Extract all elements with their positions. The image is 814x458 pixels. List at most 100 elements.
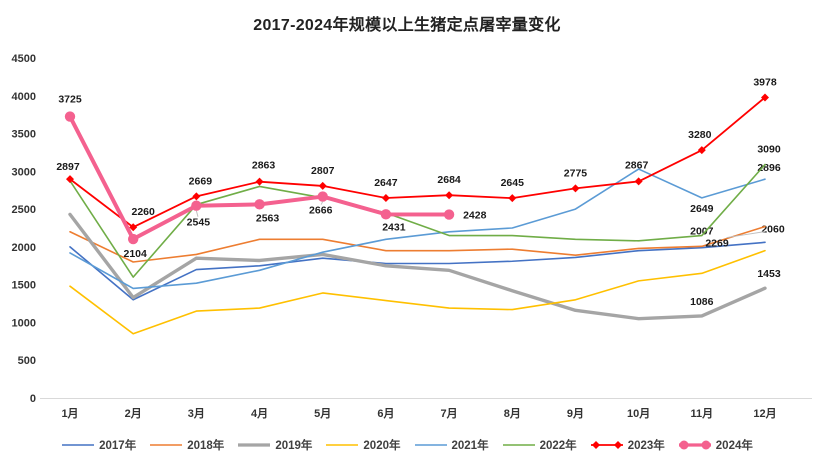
data-label: 3725: [58, 94, 82, 106]
data-label: 2896: [757, 162, 781, 174]
legend-item-2024年: 2024年: [678, 437, 753, 453]
data-label: 2666: [309, 205, 333, 217]
legend-label: 2024年: [715, 440, 753, 452]
data-label: 3978: [753, 76, 777, 88]
y-tick-label: 1500: [12, 280, 36, 292]
data-point-marker-circle: [191, 200, 202, 211]
x-tick-label: 3月: [188, 407, 205, 420]
legend-label: 2022年: [539, 440, 577, 452]
legend-item-2018年: 2018年: [149, 437, 224, 453]
data-point-marker-diamond: [66, 175, 74, 184]
data-label: 2684: [437, 174, 461, 186]
y-tick-label: 4500: [12, 53, 36, 65]
y-tick-label: 0: [30, 393, 36, 405]
legend-swatch-2024年: [678, 440, 711, 450]
series-line-2018年: [69, 225, 766, 263]
legend-swatch-2018年: [150, 444, 183, 446]
legend-swatch-2023年: [590, 441, 623, 449]
data-point-marker-diamond: [381, 194, 390, 203]
chart-title: 2017-2024年规模以上生猪定点屠宰量变化: [253, 17, 561, 34]
y-tick-label: 2500: [12, 204, 36, 216]
legend-item-2020年: 2020年: [325, 437, 401, 453]
data-point-marker-circle: [443, 209, 455, 220]
data-label: 2645: [501, 177, 525, 189]
series-line-2021年: [69, 168, 766, 290]
y-tick-label: 500: [18, 355, 36, 367]
legend-label: 2018年: [187, 440, 225, 452]
series-line-2022年: [69, 163, 766, 278]
legend-item-2019年: 2019年: [237, 437, 312, 453]
x-tick-label: 10月: [627, 407, 650, 420]
x-tick-label: 4月: [251, 407, 268, 420]
data-point-marker-circle: [254, 199, 265, 210]
legend-item-2017年: 2017年: [61, 437, 136, 453]
series-line-2017年: [69, 241, 766, 301]
data-label: 2897: [56, 161, 80, 173]
legend-label: 2020年: [363, 440, 401, 452]
x-tick-label: 8月: [504, 407, 521, 420]
data-label: 2428: [463, 210, 487, 222]
data-label: 2431: [382, 221, 406, 233]
data-point-marker-diamond: [318, 181, 327, 190]
data-point-marker-diamond: [508, 194, 517, 203]
data-label: 3090: [757, 144, 781, 156]
data-label: 2775: [564, 167, 588, 179]
data-label: 1453: [757, 268, 781, 280]
data-point-marker-circle: [127, 233, 139, 245]
series-line-2019年: [68, 212, 767, 321]
data-label: 2669: [189, 175, 213, 187]
data-point-marker-diamond: [697, 146, 706, 155]
y-tick-label: 1000: [12, 317, 36, 329]
data-label: 2863: [252, 160, 276, 172]
label-leader-line: [320, 201, 324, 205]
data-label: 2260: [132, 206, 156, 218]
legend-swatch-2020年: [326, 444, 359, 446]
legend-label: 2021年: [451, 440, 489, 452]
data-label: 2060: [761, 223, 785, 235]
y-tick-label: 3500: [12, 129, 36, 141]
data-point-marker-diamond: [761, 93, 769, 102]
legend-swatch-2017年: [62, 444, 95, 446]
x-tick-label: 11月: [690, 407, 713, 420]
legend-swatch-2021年: [414, 444, 447, 446]
data-label: 2647: [374, 177, 398, 189]
legend-item-2023年: 2023年: [590, 437, 665, 453]
x-tick-label: 12月: [753, 407, 776, 420]
legend-label: 2019年: [275, 440, 313, 452]
label-leader-line: [726, 231, 766, 239]
x-tick-label: 1月: [61, 407, 78, 420]
data-label: 1086: [690, 296, 714, 308]
data-point-marker-diamond: [445, 191, 454, 200]
data-label: 2269: [705, 238, 729, 250]
series-line-2020年: [69, 249, 766, 335]
data-label: 2104: [124, 248, 148, 260]
data-point-marker-diamond: [571, 184, 580, 193]
data-label: 2807: [311, 165, 335, 177]
x-tick-label: 2月: [125, 407, 142, 420]
data-point-marker-circle: [317, 191, 328, 202]
data-label: 2867: [625, 159, 649, 171]
legend-swatch-2022年: [502, 444, 535, 446]
data-point-marker-diamond: [634, 177, 643, 186]
data-point-marker-diamond: [129, 223, 138, 232]
y-tick-label: 3000: [12, 166, 36, 178]
series-line-2023年: [69, 96, 766, 229]
legend-swatch-2019年: [238, 443, 271, 447]
legend-label: 2023年: [627, 440, 665, 452]
data-point-marker-diamond: [192, 192, 201, 201]
data-point-marker-diamond: [255, 177, 264, 186]
y-tick-label: 2000: [12, 242, 36, 254]
data-label: 2563: [256, 212, 280, 224]
data-label: 2649: [690, 203, 714, 215]
data-point-marker-circle: [64, 111, 76, 122]
label-leader-line: [195, 210, 199, 217]
data-point-marker-circle: [380, 209, 392, 220]
y-tick-label: 4000: [12, 91, 36, 103]
data-label: 2545: [187, 217, 211, 229]
legend-label: 2017年: [99, 440, 137, 452]
data-label: 3280: [688, 129, 712, 141]
chart-legend: 2017年 2018年 2019年 2020年 2021年 2022年 2023…: [0, 437, 814, 453]
x-tick-label: 7月: [441, 407, 458, 420]
